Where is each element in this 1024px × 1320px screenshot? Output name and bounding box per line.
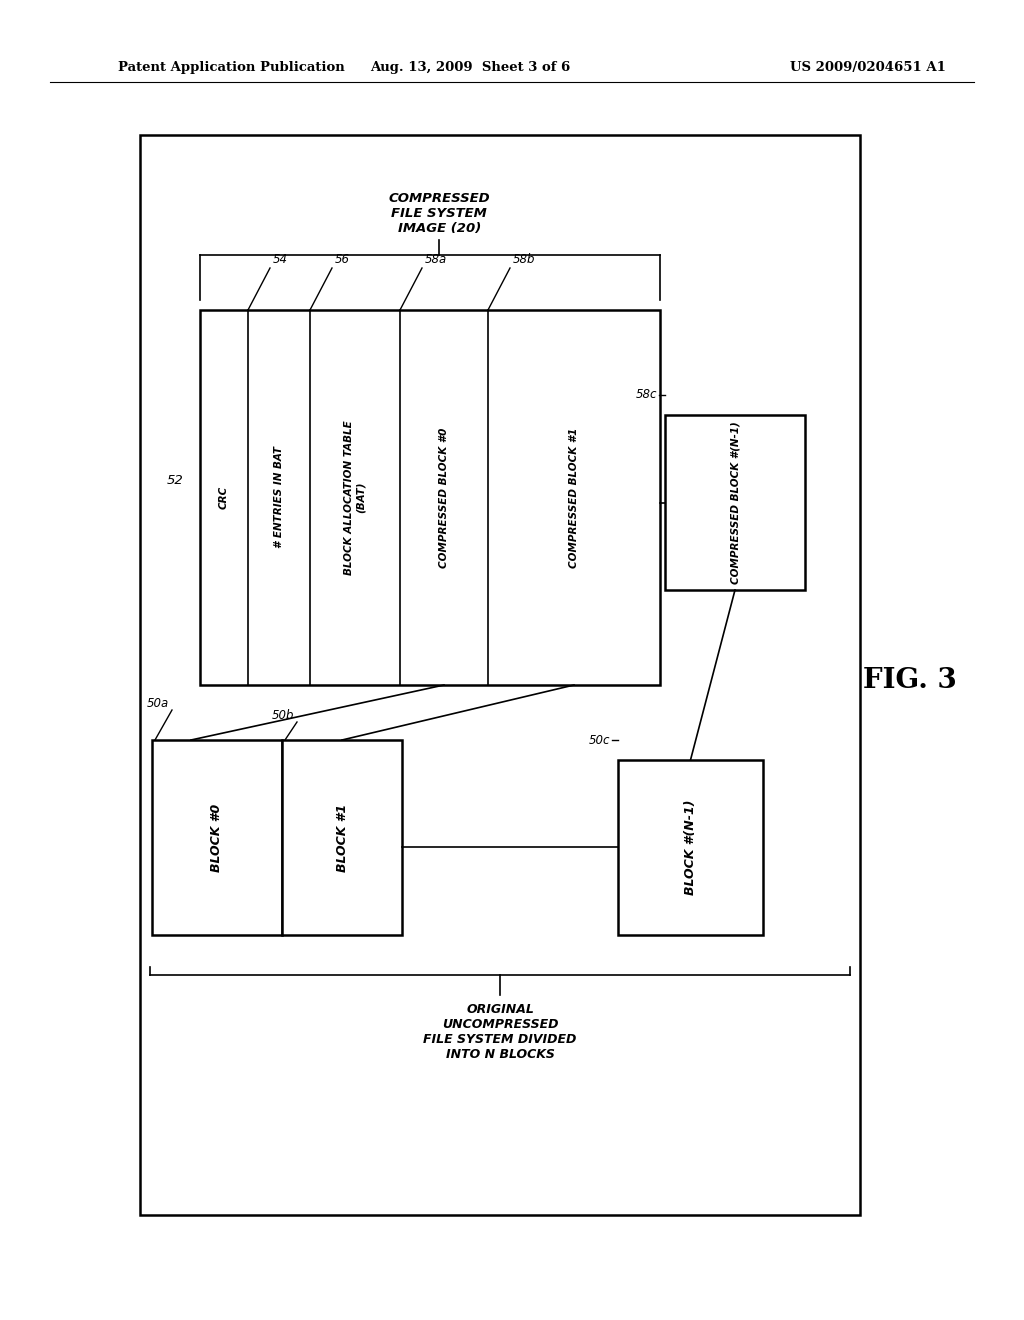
- Text: BLOCK #0: BLOCK #0: [211, 804, 223, 871]
- Text: 54: 54: [273, 253, 288, 267]
- Text: BLOCK ALLOCATION TABLE
(BAT): BLOCK ALLOCATION TABLE (BAT): [344, 420, 366, 576]
- Text: FIG. 3: FIG. 3: [863, 667, 956, 693]
- Text: COMPRESSED BLOCK #0: COMPRESSED BLOCK #0: [439, 428, 449, 568]
- Text: 58b: 58b: [513, 253, 536, 267]
- Bar: [665, 414, 805, 590]
- Bar: [152, 741, 282, 935]
- Text: COMPRESSED BLOCK #(N-1): COMPRESSED BLOCK #(N-1): [730, 421, 740, 583]
- Text: 50b: 50b: [272, 709, 295, 722]
- Text: Aug. 13, 2009  Sheet 3 of 6: Aug. 13, 2009 Sheet 3 of 6: [370, 62, 570, 74]
- Text: 50c: 50c: [589, 734, 610, 747]
- Text: BLOCK #(N-1): BLOCK #(N-1): [684, 800, 697, 895]
- Text: BLOCK #1: BLOCK #1: [336, 804, 348, 871]
- Bar: [200, 310, 660, 685]
- Text: US 2009/0204651 A1: US 2009/0204651 A1: [790, 62, 946, 74]
- Text: 50a: 50a: [147, 697, 169, 710]
- Text: 52: 52: [166, 474, 183, 487]
- Bar: [618, 760, 763, 935]
- Text: 58a: 58a: [425, 253, 447, 267]
- Text: 58c: 58c: [636, 388, 657, 401]
- Bar: [282, 741, 402, 935]
- Text: Patent Application Publication: Patent Application Publication: [118, 62, 345, 74]
- Text: # ENTRIES IN BAT: # ENTRIES IN BAT: [274, 446, 284, 549]
- Text: 56: 56: [335, 253, 350, 267]
- Text: CRC: CRC: [219, 486, 229, 510]
- Text: ORIGINAL
UNCOMPRESSED
FILE SYSTEM DIVIDED
INTO N BLOCKS: ORIGINAL UNCOMPRESSED FILE SYSTEM DIVIDE…: [423, 1003, 577, 1061]
- Text: COMPRESSED
FILE SYSTEM
IMAGE (20): COMPRESSED FILE SYSTEM IMAGE (20): [388, 191, 490, 235]
- Text: COMPRESSED BLOCK #1: COMPRESSED BLOCK #1: [569, 428, 579, 568]
- Bar: [140, 135, 860, 1214]
